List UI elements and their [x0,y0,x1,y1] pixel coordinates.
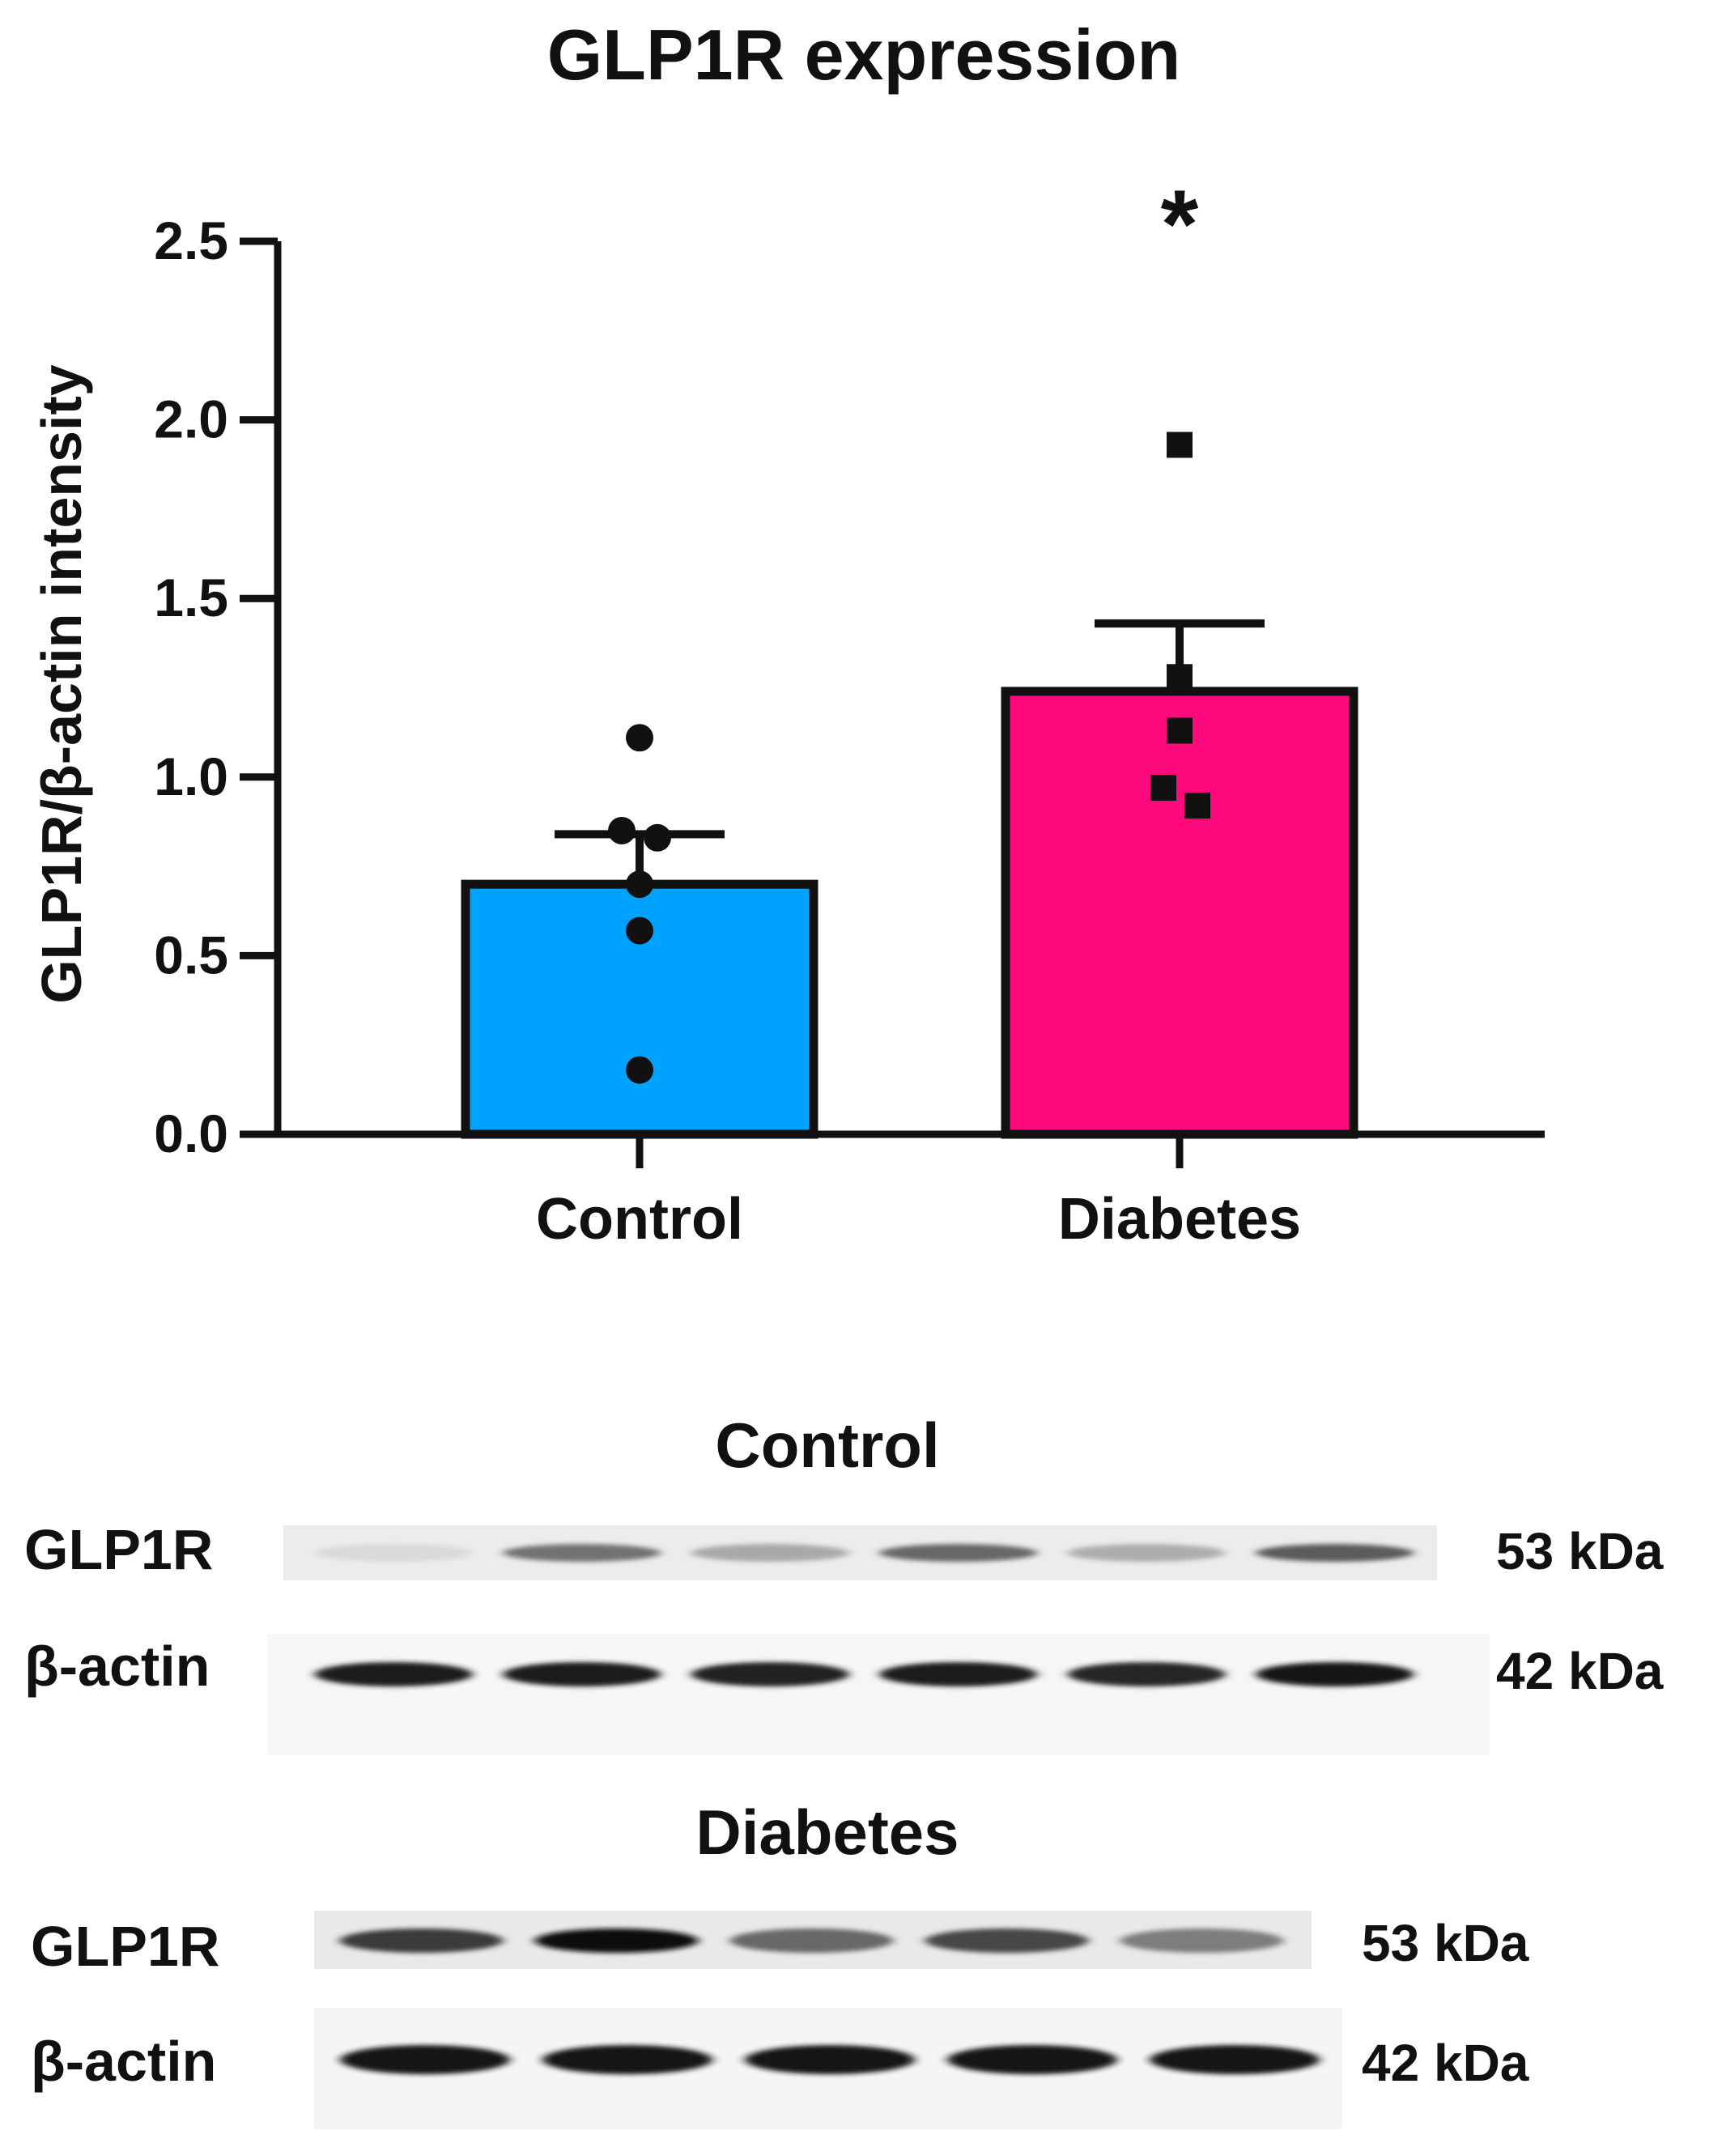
band-glp1r-control [691,1544,849,1562]
data-point-control [626,724,653,752]
band-glp1r-diabetes [1120,1928,1284,1953]
band-actin-control [691,1662,849,1686]
blot-size-actin-control: 42 kDa [1496,1642,1664,1700]
significance-marks: * [1161,170,1199,279]
band-actin-diabetes [745,2045,915,2074]
y-tick-label: 2.5 [154,210,228,270]
data-point-diabetes [1167,432,1193,458]
bar-chart: GLP1R expression GLP1R/β-actin intensity… [30,15,1545,1252]
band-actin-control [879,1662,1038,1686]
band-glp1r-control [879,1544,1038,1562]
band-actin-control [1256,1662,1414,1686]
data-point-control [626,916,653,945]
y-tick-label: 1.5 [154,568,228,627]
blot-label-actin-control: β-actin [24,1635,210,1698]
bands-glp1r-control [314,1544,1414,1562]
data-point-diabetes [1167,664,1193,691]
data-point-control [608,816,636,844]
band-actin-diabetes [947,2045,1117,2074]
bands-glp1r-diabetes [339,1928,1284,1953]
blot-label-glp1r-diabetes: GLP1R [31,1915,219,1978]
x-tick-label: Control [536,1187,743,1252]
y-ticks: 0.0 0.5 1.0 1.5 2.0 2.5 [154,210,278,1163]
band-actin-diabetes [340,2045,510,2074]
data-point-control [644,823,671,852]
data-point-diabetes [1184,793,1210,819]
blot-title-diabetes: Diabetes [695,1797,959,1868]
band-glp1r-diabetes [925,1928,1089,1953]
band-actin-control [503,1662,661,1686]
chart-title: GLP1R expression [547,15,1181,95]
blot-size-glp1r-control: 53 kDa [1496,1522,1664,1580]
band-glp1r-diabetes [339,1928,504,1953]
x-tick-label: Diabetes [1058,1187,1301,1252]
band-actin-diabetes [542,2045,712,2074]
y-tick-label: 0.0 [154,1104,228,1163]
y-tick-label: 1.0 [154,746,228,806]
bar-diabetes [1001,687,1358,1139]
blot-strip-glp1r-control [283,1525,1437,1580]
bands-actin-diabetes [340,2045,1320,2074]
blot-size-glp1r-diabetes: 53 kDa [1362,1914,1529,1972]
bands-actin-control [314,1662,1414,1686]
data-point-control [626,870,653,899]
band-glp1r-diabetes [729,1928,894,1953]
data-point-diabetes [1167,717,1193,744]
data-points [608,432,1210,1084]
blot-panel-control: Control GLP1R 53 kDa β-actin 42 kDa [24,1410,1664,1755]
significance-asterisk: * [1161,170,1199,279]
blot-label-actin-diabetes: β-actin [31,2030,216,2093]
y-tick-label: 2.0 [154,389,228,449]
blot-strip-actin-control [267,1634,1490,1755]
y-tick-label: 0.5 [154,925,228,984]
y-axis-label: GLP1R/β-actin intensity [30,364,93,1004]
band-glp1r-control [314,1544,473,1562]
band-actin-control [314,1662,473,1686]
blot-panel-diabetes: Diabetes GLP1R 53 kDa β-actin 42 kDa [31,1797,1529,2129]
data-point-control [626,1056,653,1084]
band-glp1r-control [1067,1544,1226,1562]
bars [461,687,1358,1139]
blot-label-glp1r-control: GLP1R [24,1518,213,1581]
band-actin-control [1067,1662,1226,1686]
blot-title-control: Control [715,1410,939,1481]
blot-size-actin-diabetes: 42 kDa [1362,2034,1529,2092]
data-point-diabetes [1150,775,1176,802]
band-actin-diabetes [1150,2045,1320,2074]
x-ticks: Control Diabetes [536,1134,1301,1252]
band-glp1r-control [1256,1544,1414,1562]
band-glp1r-diabetes [534,1928,699,1953]
band-glp1r-control [503,1544,661,1562]
